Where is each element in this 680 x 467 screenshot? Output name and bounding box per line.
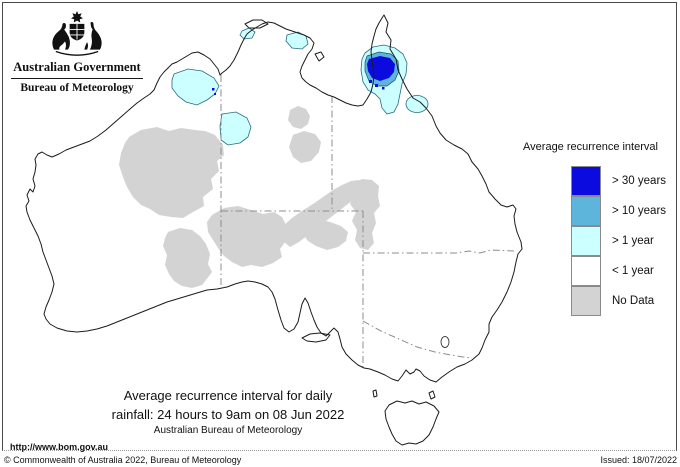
no-data-region bbox=[288, 106, 310, 129]
ari-gt-30yr-region bbox=[369, 80, 372, 83]
no-data-region bbox=[207, 206, 286, 267]
government-label: Australian Government bbox=[13, 60, 141, 74]
no-data-regions bbox=[119, 106, 380, 288]
ari-gt-1yr-region bbox=[219, 111, 252, 146]
legend-item-gt30: > 30 years bbox=[571, 166, 666, 196]
legend-item-gt1: > 1 year bbox=[571, 226, 654, 256]
crest-scroll bbox=[55, 50, 99, 56]
map-caption: Average recurrence interval for daily ra… bbox=[63, 387, 393, 438]
legend-label: > 1 year bbox=[612, 235, 654, 247]
government-header: Australian Government Bureau of Meteorol… bbox=[9, 11, 145, 94]
state-borders bbox=[220, 75, 515, 368]
no-data-region bbox=[280, 180, 363, 247]
legend-label: < 1 year bbox=[612, 265, 654, 277]
no-data-region bbox=[289, 131, 321, 163]
legend-item-gt10: > 10 years bbox=[571, 196, 666, 226]
small-island-outline bbox=[372, 389, 378, 398]
tasmania-outline bbox=[384, 400, 440, 446]
small-island-outline bbox=[428, 390, 436, 400]
agency-label: Bureau of Meteorology bbox=[20, 82, 134, 94]
legend-label: > 30 years bbox=[612, 175, 667, 187]
crest-emu bbox=[84, 22, 102, 50]
ari-gt-1yr-region bbox=[405, 95, 429, 113]
legend-swatch-gt30 bbox=[571, 166, 601, 196]
legend-swatch-nodata bbox=[571, 286, 601, 316]
crest-star bbox=[71, 11, 83, 23]
no-data-region bbox=[119, 127, 224, 218]
tiwi-islands-outline bbox=[244, 19, 269, 29]
legend-label: > 10 years bbox=[612, 205, 667, 217]
ari-gt-30yr-region bbox=[375, 84, 378, 87]
coat-of-arms-icon bbox=[52, 11, 102, 56]
legend-title: Average recurrence interval bbox=[523, 141, 658, 153]
caption-line-2: rainfall: 24 hours to 9am on 08 Jun 2022 bbox=[111, 407, 345, 422]
no-data-region bbox=[302, 219, 348, 250]
ari-gt-30yr-region bbox=[214, 93, 216, 95]
ari-gt-30yr-region bbox=[382, 87, 385, 90]
kangaroo-island-outline bbox=[301, 332, 331, 343]
legend-item-nodata: No Data bbox=[571, 286, 654, 316]
no-data-region bbox=[163, 228, 212, 288]
legend-label: No Data bbox=[612, 295, 655, 307]
bom-url: http://www.bom.gov.au bbox=[10, 442, 108, 452]
crest-kangaroo bbox=[52, 22, 70, 50]
copyright-text: © Commonwealth of Australia 2022, Bureau… bbox=[4, 455, 242, 465]
legend-swatch-gt1 bbox=[571, 226, 601, 256]
ari-gt-30yr-region bbox=[212, 88, 215, 91]
mainland-outline bbox=[25, 14, 523, 383]
caption-line-3: Australian Bureau of Meteorology bbox=[153, 425, 303, 436]
ari-gt-1yr-region bbox=[171, 68, 220, 106]
ari-gt-1yr-region bbox=[285, 31, 309, 50]
legend-item-lt1: < 1 year bbox=[571, 256, 654, 286]
map-frame: Australian Government Bureau of Meteorol… bbox=[2, 2, 677, 452]
act-outline bbox=[440, 336, 450, 348]
caption-line-1: Average recurrence interval for daily bbox=[123, 388, 333, 403]
legend-swatch-gt10 bbox=[571, 196, 601, 226]
legend-swatch-lt1 bbox=[571, 256, 601, 286]
groote-island-outline bbox=[314, 51, 325, 62]
header-divider bbox=[11, 78, 143, 79]
coastline bbox=[25, 14, 523, 446]
issued-date: Issued: 18/07/2022 bbox=[600, 455, 677, 465]
no-data-region bbox=[350, 179, 380, 250]
